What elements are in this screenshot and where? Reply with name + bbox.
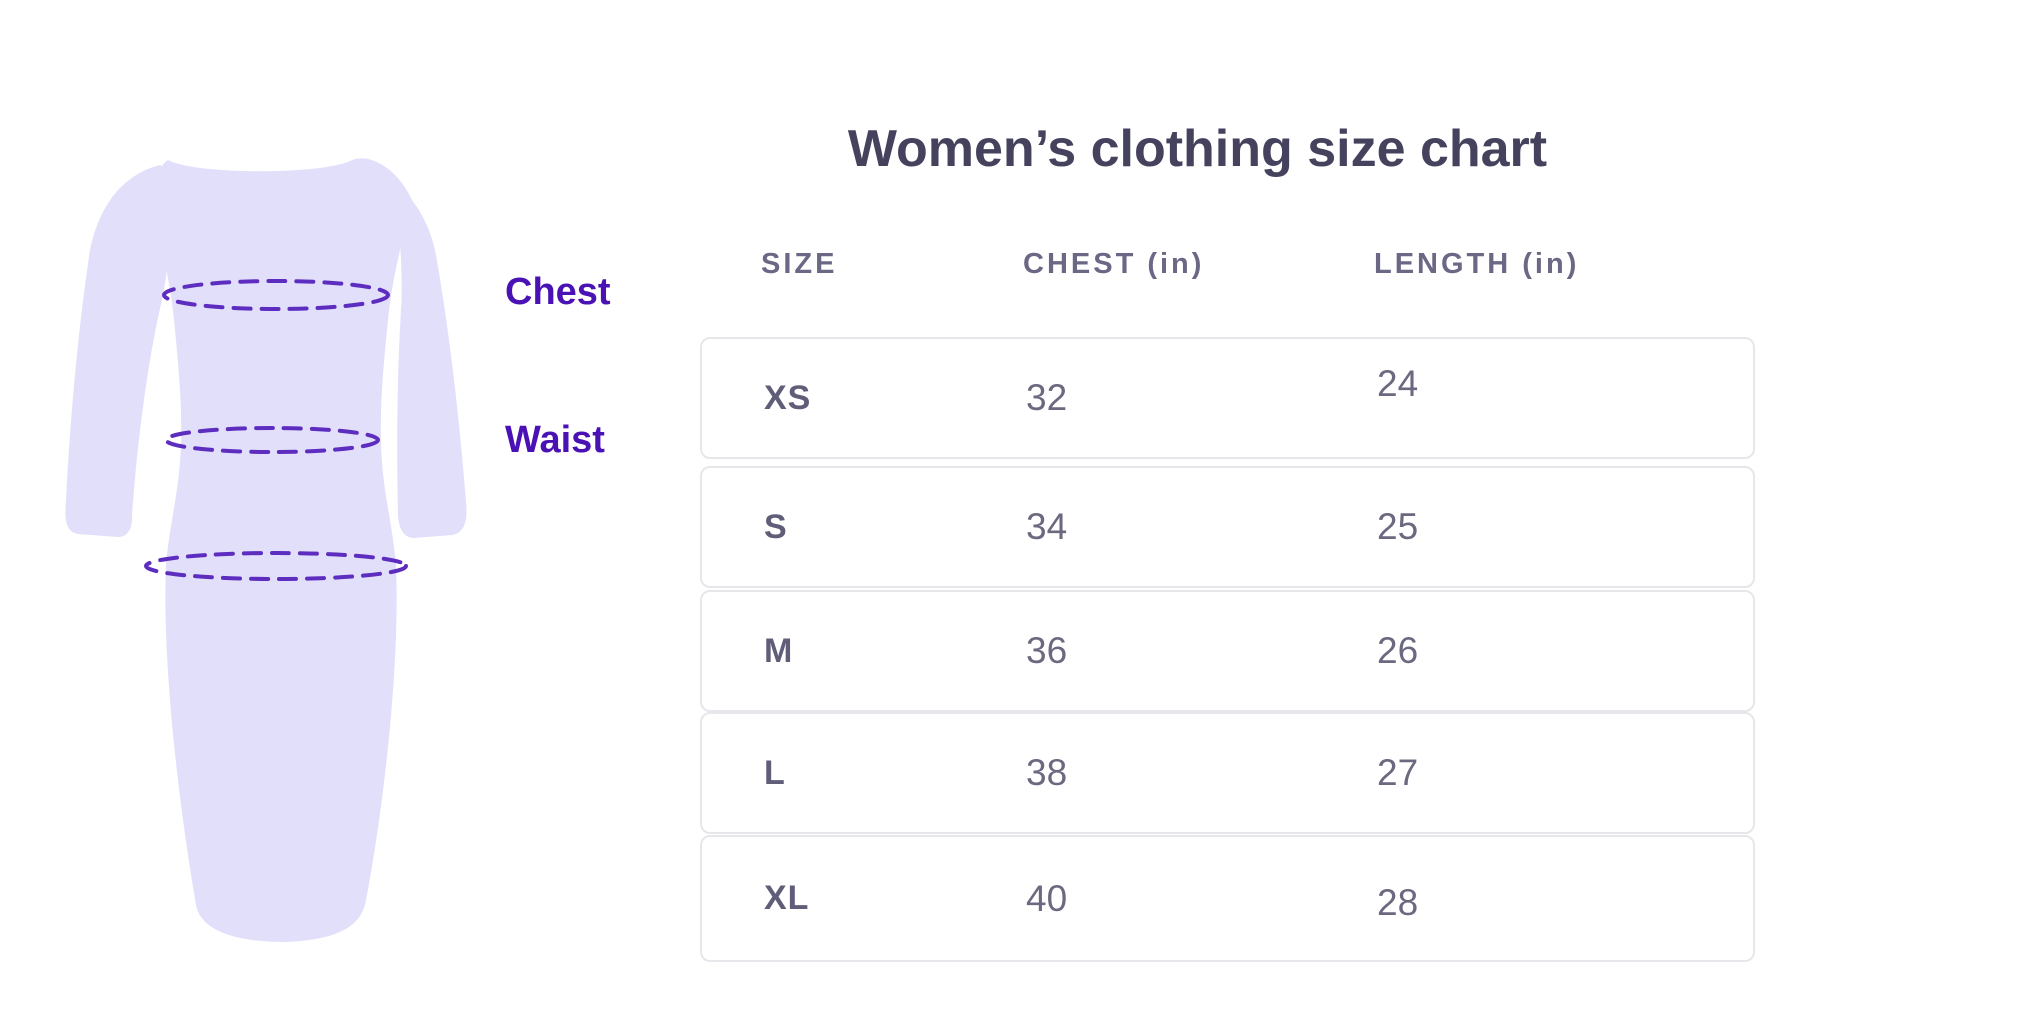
size-cell: XL bbox=[764, 879, 810, 917]
size-cell: XS bbox=[764, 378, 812, 417]
dress-body bbox=[150, 158, 412, 942]
table-row: XS 32 24 bbox=[700, 337, 1755, 459]
column-header-chest: CHEST (in) bbox=[1023, 248, 1205, 280]
waist-label: Waist bbox=[505, 419, 605, 461]
table-header: SIZE CHEST (in) LENGTH (in) bbox=[700, 248, 1755, 288]
chest-cell: 40 bbox=[1026, 877, 1068, 919]
table-row: L 38 27 bbox=[700, 712, 1755, 834]
table-row: M 36 26 bbox=[700, 590, 1755, 712]
size-cell: M bbox=[764, 631, 794, 670]
chest-cell: 36 bbox=[1026, 630, 1068, 671]
dress-illustration bbox=[40, 120, 600, 1028]
chest-measure-line bbox=[162, 279, 390, 311]
chest-cell: 32 bbox=[1026, 377, 1068, 418]
page-title: Women’s clothing size chart bbox=[847, 120, 1548, 178]
size-cell: L bbox=[764, 753, 786, 792]
length-cell: 25 bbox=[1377, 506, 1419, 547]
chest-cell: 34 bbox=[1026, 506, 1068, 547]
column-header-length: LENGTH (in) bbox=[1374, 248, 1580, 280]
chest-label: Chest bbox=[505, 271, 611, 313]
hip-measure-line bbox=[144, 551, 408, 581]
dress-left-sleeve bbox=[65, 165, 171, 537]
size-cell: S bbox=[764, 507, 788, 546]
dress-illustration-svg bbox=[65, 158, 467, 942]
length-cell: 28 bbox=[1377, 881, 1419, 923]
table-row: XL 40 28 bbox=[700, 835, 1755, 962]
chest-cell: 38 bbox=[1026, 752, 1068, 793]
column-header-size: SIZE bbox=[761, 248, 838, 280]
table-row: S 34 25 bbox=[700, 466, 1755, 588]
length-cell: 26 bbox=[1377, 630, 1419, 671]
length-cell: 24 bbox=[1377, 363, 1419, 404]
waist-measure-line bbox=[164, 426, 380, 454]
dress-right-sleeve bbox=[360, 165, 467, 538]
length-cell: 27 bbox=[1377, 752, 1419, 793]
